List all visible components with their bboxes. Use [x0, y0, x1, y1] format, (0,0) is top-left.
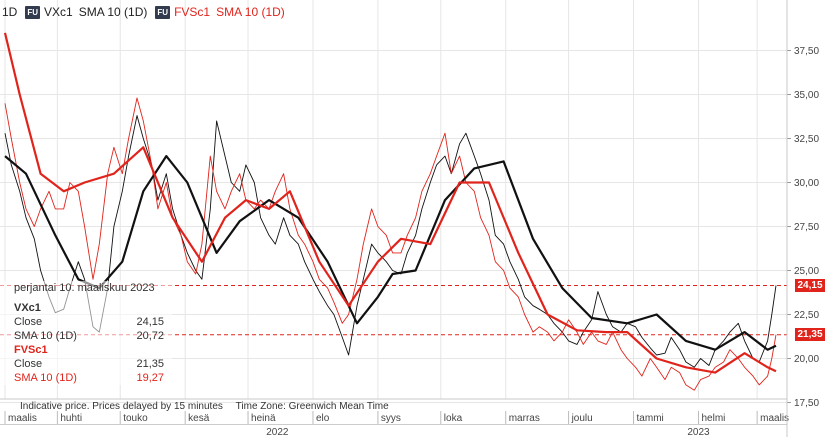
x-axis: maalis huhti touko kesä heinä elo syys loka marr…	[8, 413, 789, 437]
vx-price-tag: 24,15	[795, 278, 825, 292]
y-tick-label: 17,50	[794, 398, 819, 409]
series1-label[interactable]: VXc1	[44, 5, 73, 19]
info-fv-close: Close 21,35	[14, 358, 164, 370]
x-tick-label: loka	[444, 413, 463, 424]
timezone-note: Time Zone: Greenwich Mean Time	[235, 401, 389, 412]
y-axis: 17,50 20,00 22,50 25,00 27,50 30,00 32,50 35,00…	[794, 46, 819, 409]
footer-note: Indicative price. Prices delayed by 15 m…	[20, 401, 389, 412]
x-tick-label: huhti	[60, 413, 82, 424]
x-tick-label: touko	[123, 413, 148, 424]
series-line	[3, 32, 777, 374]
y-tick-label: 27,50	[794, 222, 819, 233]
x-tick-label: tammi	[637, 413, 664, 424]
x-tick-label: marras	[509, 413, 540, 424]
y-tick-label: 35,00	[794, 90, 819, 101]
x-tick-label: joulu	[571, 413, 593, 424]
info-vx-close: Close 24,15	[14, 316, 164, 328]
y-tick-label: 32,50	[794, 134, 819, 145]
y-tick-label: 30,00	[794, 178, 819, 189]
x-year-label: 2022	[266, 427, 289, 437]
series1-badge: FU	[25, 5, 41, 19]
tooltip-info-box: perjantai 10. maaliskuu 2023 VXc1 Close 2…	[0, 281, 172, 385]
series-line	[4, 115, 777, 368]
y-tick-label: 37,50	[794, 46, 819, 57]
series2-sma-label[interactable]: SMA 10 (1D)	[216, 5, 285, 19]
series-line	[4, 97, 777, 391]
y-tick-label: 20,00	[794, 354, 819, 365]
delay-note: Indicative price. Prices delayed by 15 m…	[20, 401, 223, 412]
info-date: perjantai 10. maaliskuu 2023	[14, 282, 155, 294]
x-tick-label: maalis	[8, 413, 37, 424]
series2-badge: FU	[155, 5, 171, 19]
info-fv-sma: SMA 10 (1D) 19,27	[14, 372, 164, 384]
series-line	[4, 155, 777, 351]
x-tick-label: kesä	[188, 413, 210, 424]
fv-price-tag: 21,35	[795, 328, 825, 342]
series-lines	[3, 32, 777, 391]
series1-sma-label[interactable]: SMA 10 (1D)	[78, 5, 148, 19]
info-vx-sma: SMA 10 (1D) 20,72	[14, 330, 164, 342]
reference-lines	[0, 284, 787, 336]
y-tick-label: 22,50	[794, 310, 819, 321]
x-tick-label: elo	[316, 413, 330, 424]
x-year-label: 2023	[687, 427, 710, 437]
x-tick-label: helmi	[701, 413, 725, 424]
chart-legend: 1D FU VXc1 SMA 10 (1D) FU FVSc1 SMA 10 (…	[0, 5, 285, 19]
info-fv-header: FVSc1	[14, 344, 48, 356]
x-tick-label: heinä	[251, 413, 276, 424]
info-vx-header: VXc1	[14, 302, 41, 314]
period-label[interactable]: 1D	[2, 5, 18, 19]
x-tick-label: maalis	[760, 413, 789, 424]
y-tick-label: 25,00	[794, 266, 819, 277]
x-tick-label: syys	[381, 413, 401, 424]
series2-label[interactable]: FVSc1	[174, 5, 211, 19]
